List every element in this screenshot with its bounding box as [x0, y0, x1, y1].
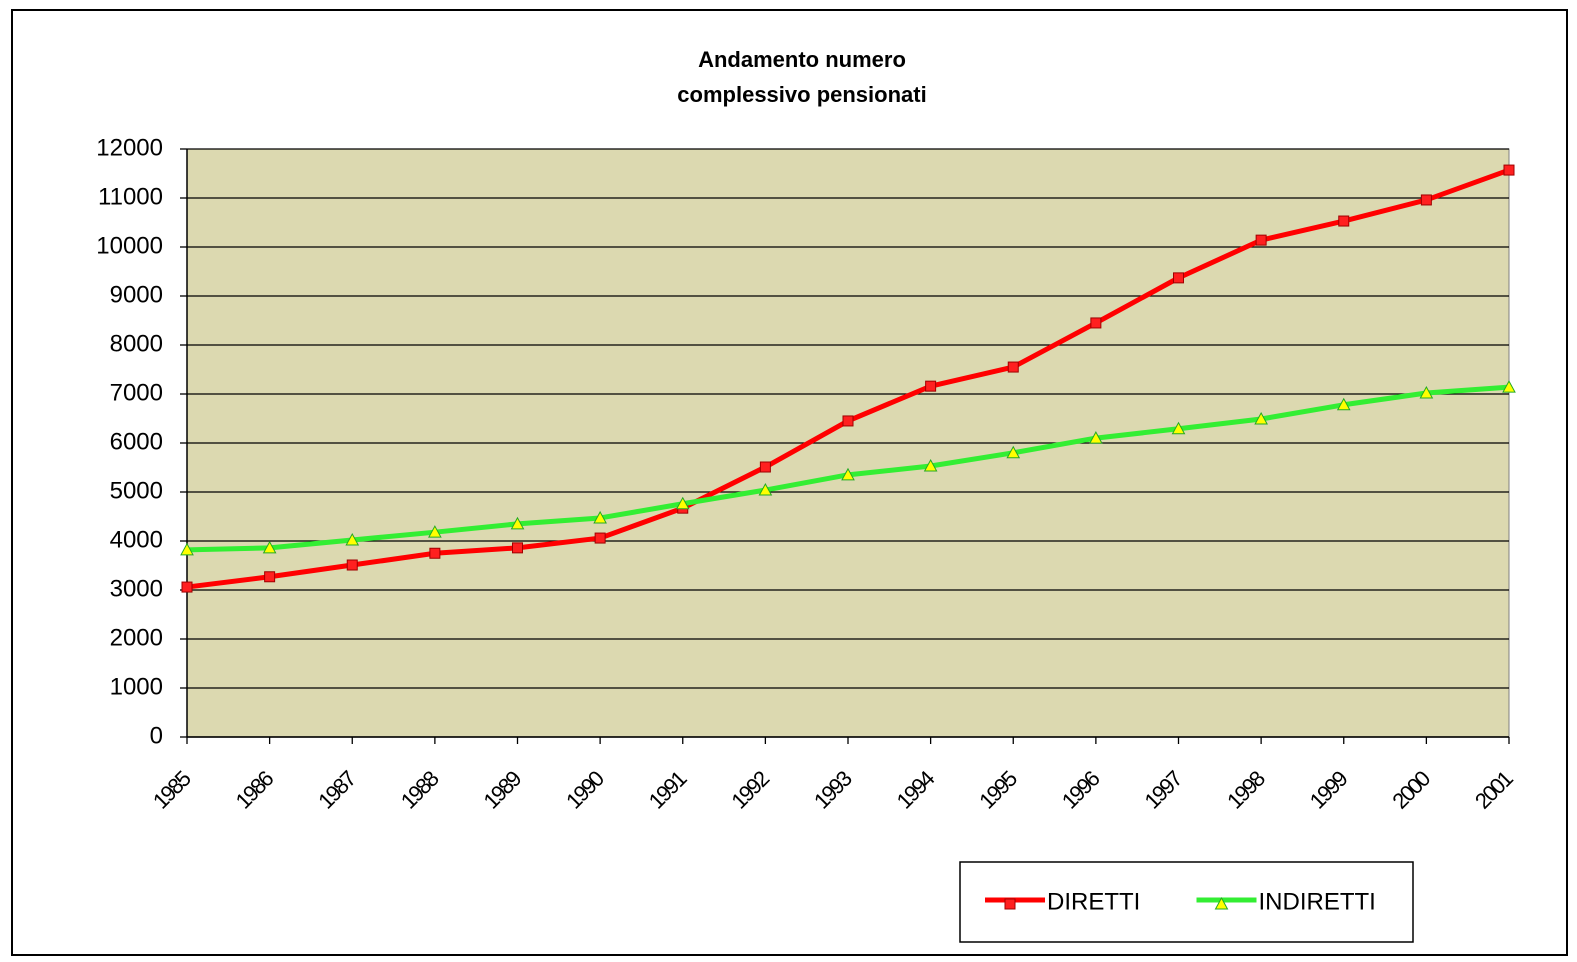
y-tick-label: 5000 [110, 477, 163, 504]
marker [429, 547, 441, 559]
y-tick-label: 11000 [98, 183, 163, 210]
y-tick-label: 10000 [96, 232, 163, 259]
chart-title: complessivo pensionati [677, 82, 926, 107]
marker [1006, 445, 1021, 459]
marker [594, 532, 606, 544]
y-tick-label: 2000 [110, 624, 163, 651]
marker [1004, 898, 1016, 910]
marker [1502, 380, 1516, 393]
marker [923, 458, 938, 472]
marker [1171, 421, 1186, 435]
marker [428, 525, 442, 538]
marker [1090, 317, 1102, 329]
y-tick-label: 8000 [110, 330, 163, 357]
marker [1336, 397, 1351, 411]
marker [1503, 164, 1515, 176]
chart-title: Andamento numero [698, 47, 906, 72]
y-tick-label: 6000 [110, 428, 163, 455]
y-tick-label: 0 [150, 722, 163, 749]
marker [512, 542, 523, 554]
marker [262, 540, 277, 554]
marker [264, 571, 276, 583]
marker [510, 516, 525, 530]
marker [842, 415, 854, 427]
marker [1173, 272, 1184, 284]
marker [759, 461, 771, 473]
legend-box [959, 861, 1414, 943]
marker [1420, 194, 1432, 206]
marker [1214, 896, 1229, 910]
y-tick-label: 7000 [110, 379, 163, 406]
y-tick-label: 3000 [110, 575, 163, 602]
marker [758, 482, 773, 496]
legend-label: INDIRETTI [1259, 888, 1376, 915]
marker [841, 467, 855, 481]
marker [180, 542, 194, 556]
marker [1254, 411, 1268, 425]
marker [346, 559, 358, 571]
marker [1255, 234, 1267, 246]
marker [181, 581, 193, 593]
marker [345, 532, 360, 546]
marker [1419, 385, 1434, 399]
y-tick-label: 4000 [110, 526, 163, 553]
marker [1007, 361, 1019, 373]
marker [1089, 431, 1103, 444]
y-tick-label: 1000 [110, 673, 163, 700]
marker [593, 510, 607, 524]
y-tick-label: 9000 [110, 281, 163, 308]
marker [675, 496, 690, 510]
marker [1338, 215, 1350, 227]
marker [925, 380, 937, 392]
y-tick-label: 12000 [96, 134, 163, 161]
legend-label: DIRETTI [1047, 888, 1140, 915]
